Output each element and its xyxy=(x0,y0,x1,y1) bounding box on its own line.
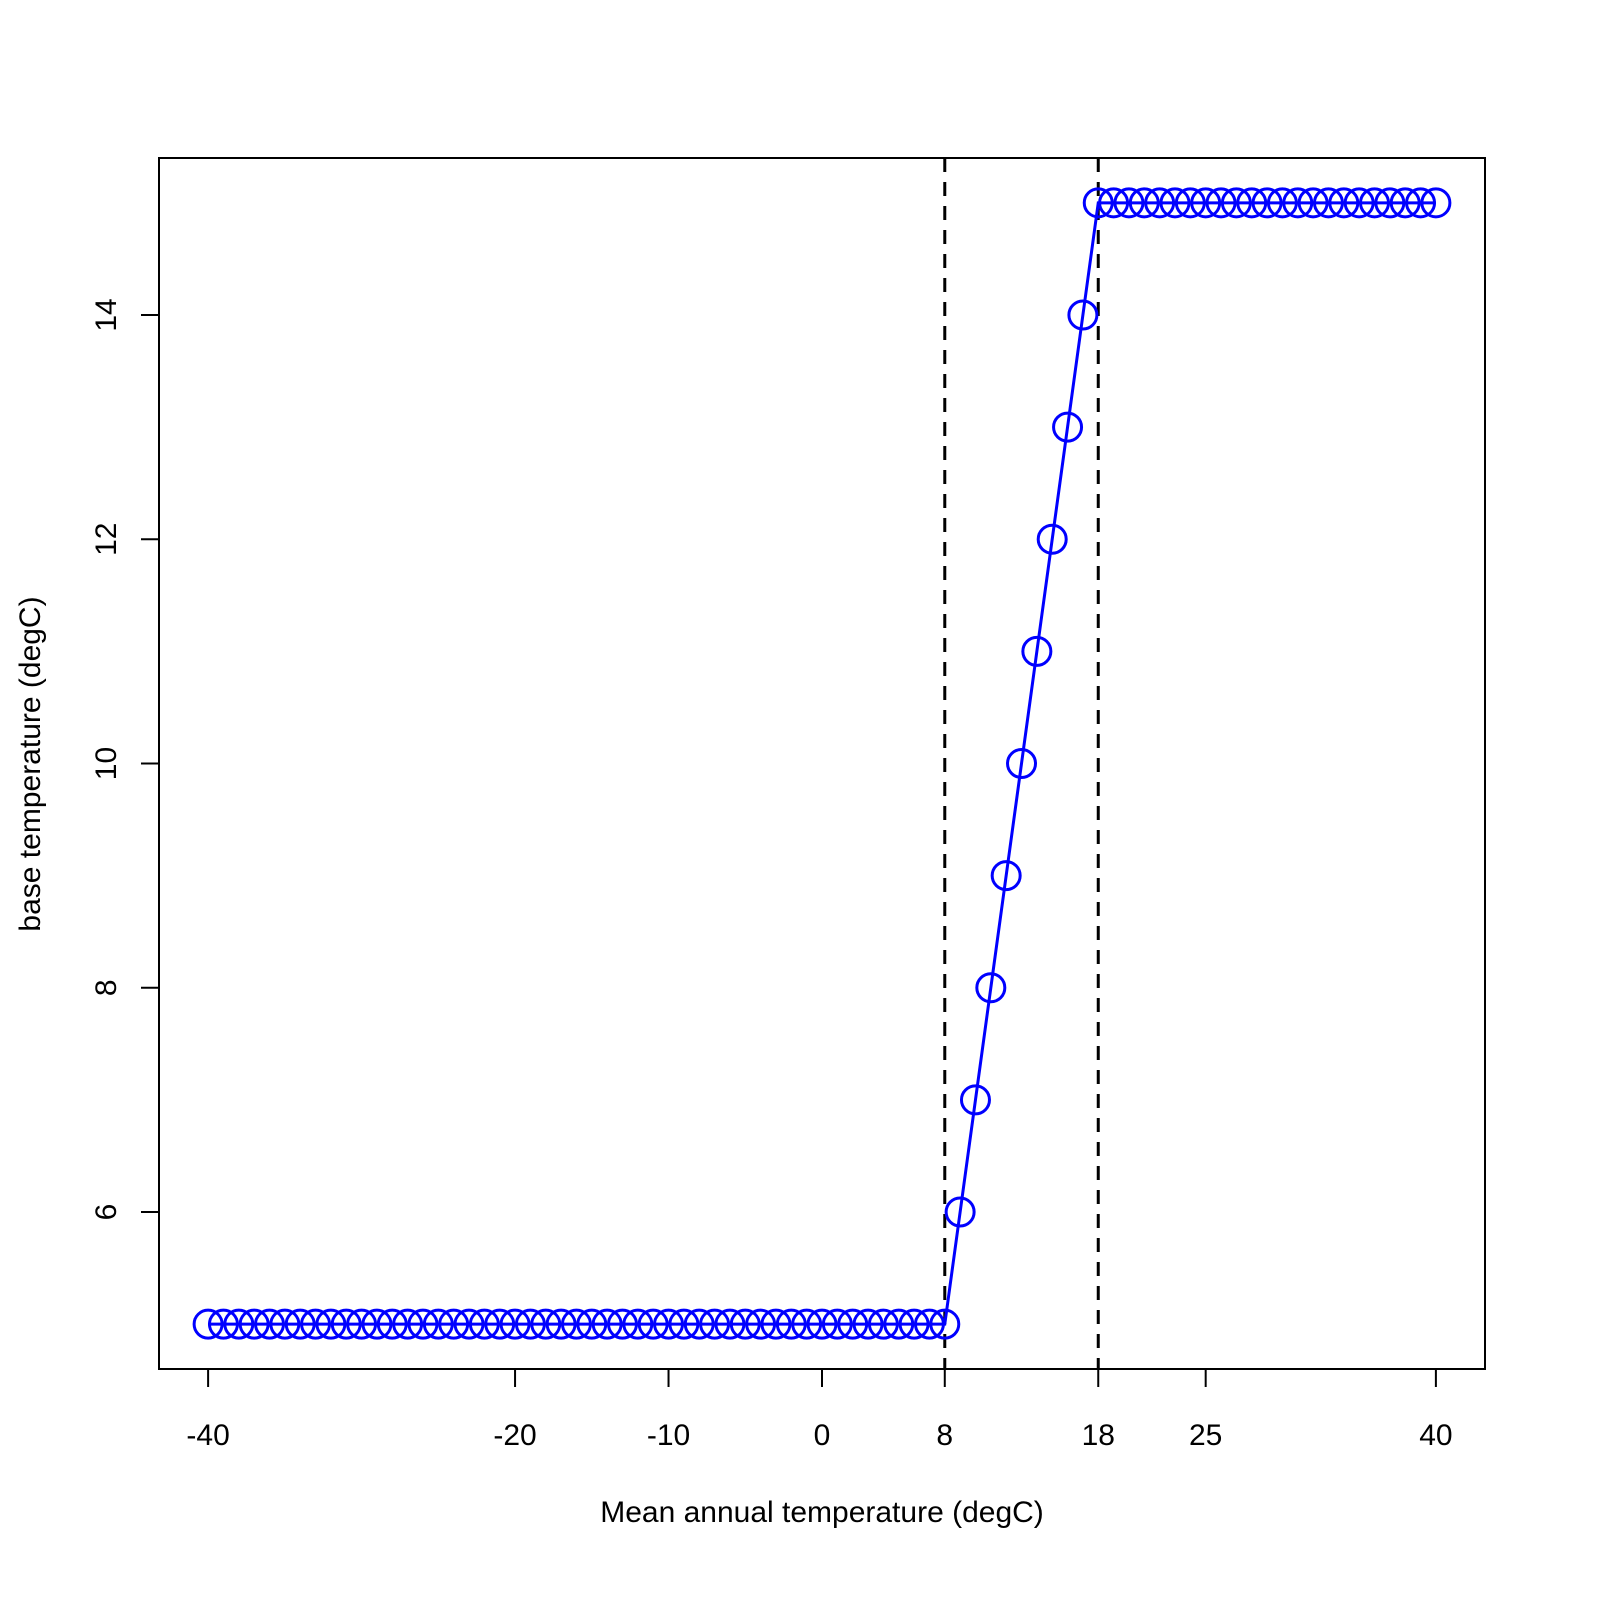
data-point xyxy=(883,1308,915,1340)
x-tick-label: 18 xyxy=(1082,1419,1115,1452)
data-point xyxy=(545,1308,577,1340)
data-point xyxy=(392,1308,424,1340)
data-point xyxy=(683,1308,715,1340)
data-point xyxy=(223,1308,255,1340)
data-point xyxy=(913,1308,945,1340)
y-axis-label: base temperature (degC) xyxy=(14,596,47,931)
data-point xyxy=(1052,411,1084,443)
data-point xyxy=(422,1308,454,1340)
data-point xyxy=(361,1308,393,1340)
data-point xyxy=(1098,187,1130,219)
data-point xyxy=(714,1308,746,1340)
x-tick-label: 25 xyxy=(1189,1419,1222,1452)
data-point xyxy=(975,972,1007,1004)
data-point xyxy=(1144,187,1176,219)
data-point xyxy=(1128,187,1160,219)
data-point xyxy=(1266,187,1298,219)
data-point xyxy=(791,1308,823,1340)
data-point xyxy=(269,1308,301,1340)
data-point xyxy=(637,1308,669,1340)
data-point xyxy=(699,1308,731,1340)
data-point xyxy=(238,1308,270,1340)
data-point xyxy=(453,1308,485,1340)
data-point xyxy=(1159,187,1191,219)
data-point xyxy=(207,1308,239,1340)
data-point xyxy=(1328,187,1360,219)
data-point xyxy=(1343,187,1375,219)
data-point xyxy=(867,1308,899,1340)
data-point xyxy=(1006,748,1038,779)
x-tick-label: -40 xyxy=(186,1419,229,1452)
data-point xyxy=(376,1308,408,1340)
data-point xyxy=(560,1308,592,1340)
data-point xyxy=(1082,187,1114,219)
data-point xyxy=(499,1308,531,1340)
data-point xyxy=(775,1308,807,1340)
data-point xyxy=(1359,187,1390,219)
data-point xyxy=(806,1308,838,1340)
x-tick-label: 0 xyxy=(814,1419,831,1452)
y-tick-label: 6 xyxy=(90,1204,123,1221)
data-point xyxy=(346,1308,378,1340)
data-point xyxy=(192,1308,224,1340)
data-point xyxy=(1389,187,1421,219)
data-point xyxy=(254,1308,285,1340)
data-point xyxy=(821,1308,853,1340)
data-point xyxy=(330,1308,362,1340)
data-point xyxy=(484,1308,516,1340)
x-tick-label: 8 xyxy=(936,1419,953,1452)
data-point xyxy=(468,1308,500,1340)
data-point xyxy=(1190,187,1222,219)
x-tick-label: -10 xyxy=(647,1419,690,1452)
data-point xyxy=(1405,187,1437,219)
data-point xyxy=(1067,299,1099,331)
y-tick-label: 12 xyxy=(90,523,123,556)
data-point xyxy=(514,1308,546,1340)
data-point xyxy=(1113,187,1145,219)
data-point xyxy=(929,1308,961,1340)
data-point xyxy=(622,1308,654,1340)
data-point xyxy=(1251,187,1283,219)
data-point xyxy=(284,1308,316,1340)
data-point xyxy=(591,1308,623,1340)
data-point xyxy=(1282,187,1314,219)
data-point xyxy=(1174,187,1206,219)
plot-frame xyxy=(158,157,1486,1370)
data-point xyxy=(990,860,1022,892)
data-point xyxy=(668,1308,700,1340)
data-point xyxy=(837,1308,869,1340)
data-point xyxy=(1374,187,1406,219)
x-tick-label: 40 xyxy=(1419,1419,1452,1452)
data-point xyxy=(530,1308,562,1340)
data-point xyxy=(1021,635,1053,667)
y-tick-label: 8 xyxy=(90,979,123,996)
data-point xyxy=(1205,187,1237,219)
data-line xyxy=(208,201,1436,1326)
data-point xyxy=(760,1308,792,1340)
data-point xyxy=(1236,187,1268,219)
data-point xyxy=(606,1308,638,1340)
data-point xyxy=(438,1308,470,1340)
data-point xyxy=(407,1308,439,1340)
data-point xyxy=(1420,187,1452,219)
data-point xyxy=(852,1308,884,1340)
data-point xyxy=(576,1308,608,1340)
data-point xyxy=(745,1308,777,1340)
y-tick-label: 10 xyxy=(90,747,123,780)
data-point xyxy=(300,1308,332,1340)
data-point xyxy=(944,1196,976,1228)
data-point xyxy=(1036,523,1068,555)
data-point xyxy=(1297,187,1329,219)
data-point xyxy=(1312,187,1344,219)
x-tick-label: -20 xyxy=(493,1419,536,1452)
data-point xyxy=(1220,187,1252,219)
data-point xyxy=(729,1308,761,1340)
y-tick-label: 14 xyxy=(90,298,123,331)
data-point xyxy=(653,1308,685,1340)
data-point xyxy=(315,1308,347,1340)
data-point xyxy=(959,1084,991,1116)
data-point xyxy=(898,1308,930,1340)
x-axis-label: Mean annual temperature (degC) xyxy=(600,1496,1044,1529)
